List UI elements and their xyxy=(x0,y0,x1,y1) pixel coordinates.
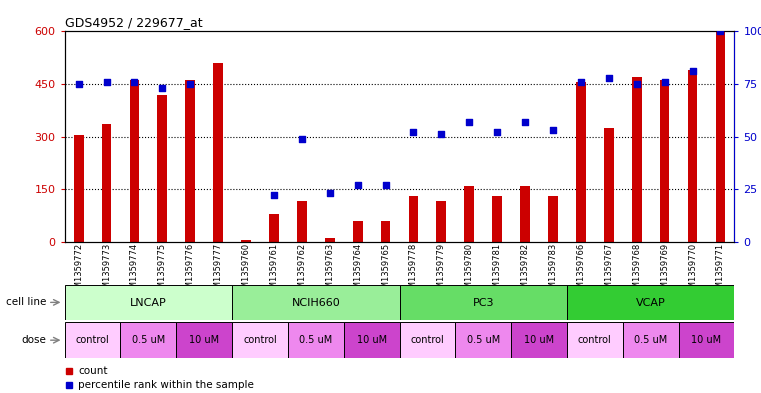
Bar xyxy=(213,63,223,242)
Point xyxy=(658,79,670,85)
Text: 10 uM: 10 uM xyxy=(692,335,721,345)
Point xyxy=(268,192,280,198)
Bar xyxy=(232,322,288,358)
Point xyxy=(323,190,336,196)
Bar xyxy=(241,240,251,242)
Text: control: control xyxy=(410,335,444,345)
Point xyxy=(407,129,419,136)
Bar xyxy=(177,322,232,358)
Bar xyxy=(660,81,670,242)
Bar xyxy=(567,322,622,358)
Point xyxy=(352,182,364,188)
Bar xyxy=(380,220,390,242)
Point xyxy=(435,131,447,138)
Point xyxy=(184,81,196,87)
Point xyxy=(100,79,113,85)
Point xyxy=(156,85,168,91)
Bar xyxy=(400,322,455,358)
Bar xyxy=(521,185,530,242)
Text: control: control xyxy=(75,335,110,345)
Point xyxy=(715,28,727,35)
Bar xyxy=(353,220,362,242)
Point xyxy=(686,68,699,75)
Point xyxy=(631,81,643,87)
Text: LNCAP: LNCAP xyxy=(130,298,167,308)
Bar xyxy=(325,238,335,242)
Point xyxy=(129,79,141,85)
Point xyxy=(380,182,392,188)
Text: 0.5 uM: 0.5 uM xyxy=(132,335,165,345)
Bar xyxy=(65,285,232,320)
Bar xyxy=(269,214,279,242)
Point xyxy=(519,119,531,125)
Text: percentile rank within the sample: percentile rank within the sample xyxy=(78,380,254,390)
Bar xyxy=(492,196,502,242)
Bar xyxy=(288,322,344,358)
Bar xyxy=(622,322,679,358)
Bar xyxy=(74,135,84,242)
Bar xyxy=(576,82,586,242)
Bar xyxy=(102,124,111,242)
Bar xyxy=(511,322,567,358)
Bar xyxy=(679,322,734,358)
Bar xyxy=(129,81,139,242)
Bar xyxy=(548,196,558,242)
Bar xyxy=(232,285,400,320)
Bar xyxy=(604,128,613,242)
Point xyxy=(296,136,308,142)
Text: count: count xyxy=(78,366,107,376)
Bar xyxy=(409,196,419,242)
Text: control: control xyxy=(243,335,277,345)
Bar xyxy=(158,94,167,242)
Bar xyxy=(186,81,195,242)
Point xyxy=(547,127,559,133)
Text: 0.5 uM: 0.5 uM xyxy=(634,335,667,345)
Bar xyxy=(688,70,697,242)
Text: control: control xyxy=(578,335,612,345)
Text: VCAP: VCAP xyxy=(635,298,666,308)
Text: dose: dose xyxy=(22,335,46,345)
Point xyxy=(463,119,476,125)
Text: 0.5 uM: 0.5 uM xyxy=(466,335,500,345)
Bar xyxy=(344,322,400,358)
Bar xyxy=(455,322,511,358)
Text: PC3: PC3 xyxy=(473,298,494,308)
Bar xyxy=(632,77,642,242)
Point xyxy=(575,79,587,85)
Bar xyxy=(297,201,307,242)
Point xyxy=(603,75,615,81)
Text: 10 uM: 10 uM xyxy=(357,335,387,345)
Bar xyxy=(65,322,120,358)
Bar xyxy=(464,185,474,242)
Point xyxy=(491,129,503,136)
Text: 0.5 uM: 0.5 uM xyxy=(299,335,333,345)
Text: cell line: cell line xyxy=(6,298,46,307)
Bar xyxy=(567,285,734,320)
Bar xyxy=(715,31,725,242)
Text: NCIH660: NCIH660 xyxy=(291,298,340,308)
Bar xyxy=(400,285,567,320)
Text: 10 uM: 10 uM xyxy=(524,335,554,345)
Bar xyxy=(437,201,446,242)
Text: GDS4952 / 229677_at: GDS4952 / 229677_at xyxy=(65,16,202,29)
Point xyxy=(72,81,84,87)
Text: 10 uM: 10 uM xyxy=(189,335,219,345)
Bar xyxy=(120,322,177,358)
